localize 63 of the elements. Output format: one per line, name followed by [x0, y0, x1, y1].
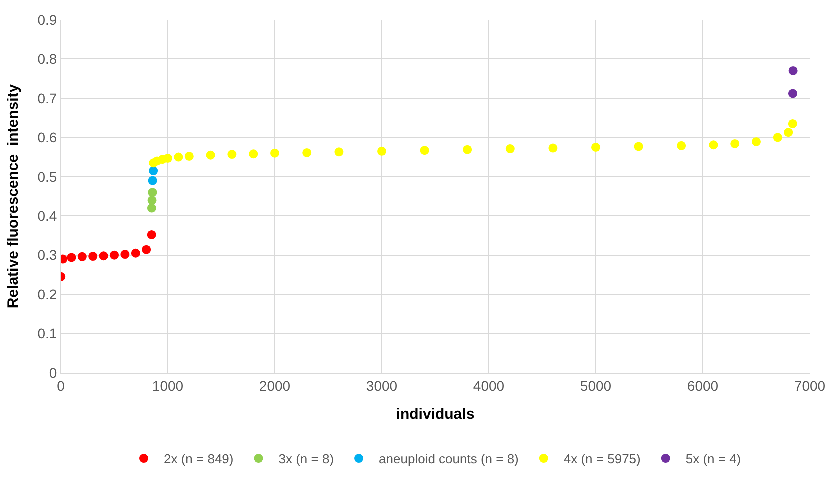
point	[149, 166, 158, 176]
point	[677, 141, 686, 150]
point	[548, 144, 558, 153]
legend-label: 4x (n = 5975)	[564, 452, 641, 467]
point	[228, 150, 237, 160]
y-tick-label: 0.1	[38, 326, 58, 342]
x-tick-label: 3000	[366, 378, 398, 394]
point	[249, 150, 258, 159]
point	[148, 196, 157, 205]
point	[463, 145, 472, 154]
x-tick-label: 4000	[473, 378, 505, 394]
legend-label: 5x (n = 4)	[686, 452, 742, 467]
point	[270, 148, 280, 158]
point	[773, 133, 782, 142]
point	[634, 142, 644, 152]
point	[148, 188, 158, 198]
point	[99, 252, 108, 261]
x-tick-label: 1000	[152, 378, 184, 394]
y-tick-label: 0.5	[38, 168, 58, 185]
point	[788, 119, 798, 128]
point	[752, 137, 761, 146]
y-tick-label: 0.9	[38, 12, 58, 28]
point	[378, 146, 386, 156]
y-tick-label: 0.3	[38, 247, 58, 264]
point	[164, 154, 172, 163]
point	[88, 252, 98, 262]
legend-label: 2x (n = 849)	[164, 452, 234, 467]
point	[788, 89, 798, 98]
point	[302, 148, 312, 158]
point	[709, 140, 718, 150]
y-tick-label: 0.2	[38, 286, 58, 302]
point	[784, 128, 794, 138]
point	[506, 144, 515, 154]
point	[147, 204, 156, 213]
x-axis-title: individuals	[396, 406, 475, 423]
x-tick-label: 7000	[794, 378, 826, 394]
point	[120, 250, 130, 260]
y-tick-label: 0	[49, 364, 58, 381]
x-tick-label: 2000	[259, 378, 291, 394]
point	[110, 250, 119, 260]
y-tick-label: 0.8	[38, 51, 58, 68]
x-tick-label: 6000	[687, 378, 719, 394]
point	[730, 139, 740, 148]
point	[184, 152, 194, 161]
y-tick-label: 0.6	[38, 130, 58, 146]
point	[142, 245, 152, 254]
legend-label: 3x (n = 8)	[278, 452, 334, 467]
point	[131, 248, 140, 258]
y-tick-label: 0.7	[38, 90, 58, 106]
y-tick-label: 0.4	[38, 208, 58, 224]
point	[174, 152, 184, 162]
point	[78, 252, 87, 262]
point	[592, 142, 600, 152]
point	[206, 150, 216, 160]
legend-label: aneuploid counts (n = 8)	[379, 452, 519, 467]
point	[148, 176, 158, 186]
x-tick-label: 5000	[580, 378, 612, 394]
point	[334, 148, 344, 157]
point	[67, 253, 76, 262]
y-axis-title: Relative fluorescence intensity	[4, 84, 22, 309]
point	[420, 146, 430, 156]
point	[788, 66, 798, 76]
point	[147, 230, 156, 240]
